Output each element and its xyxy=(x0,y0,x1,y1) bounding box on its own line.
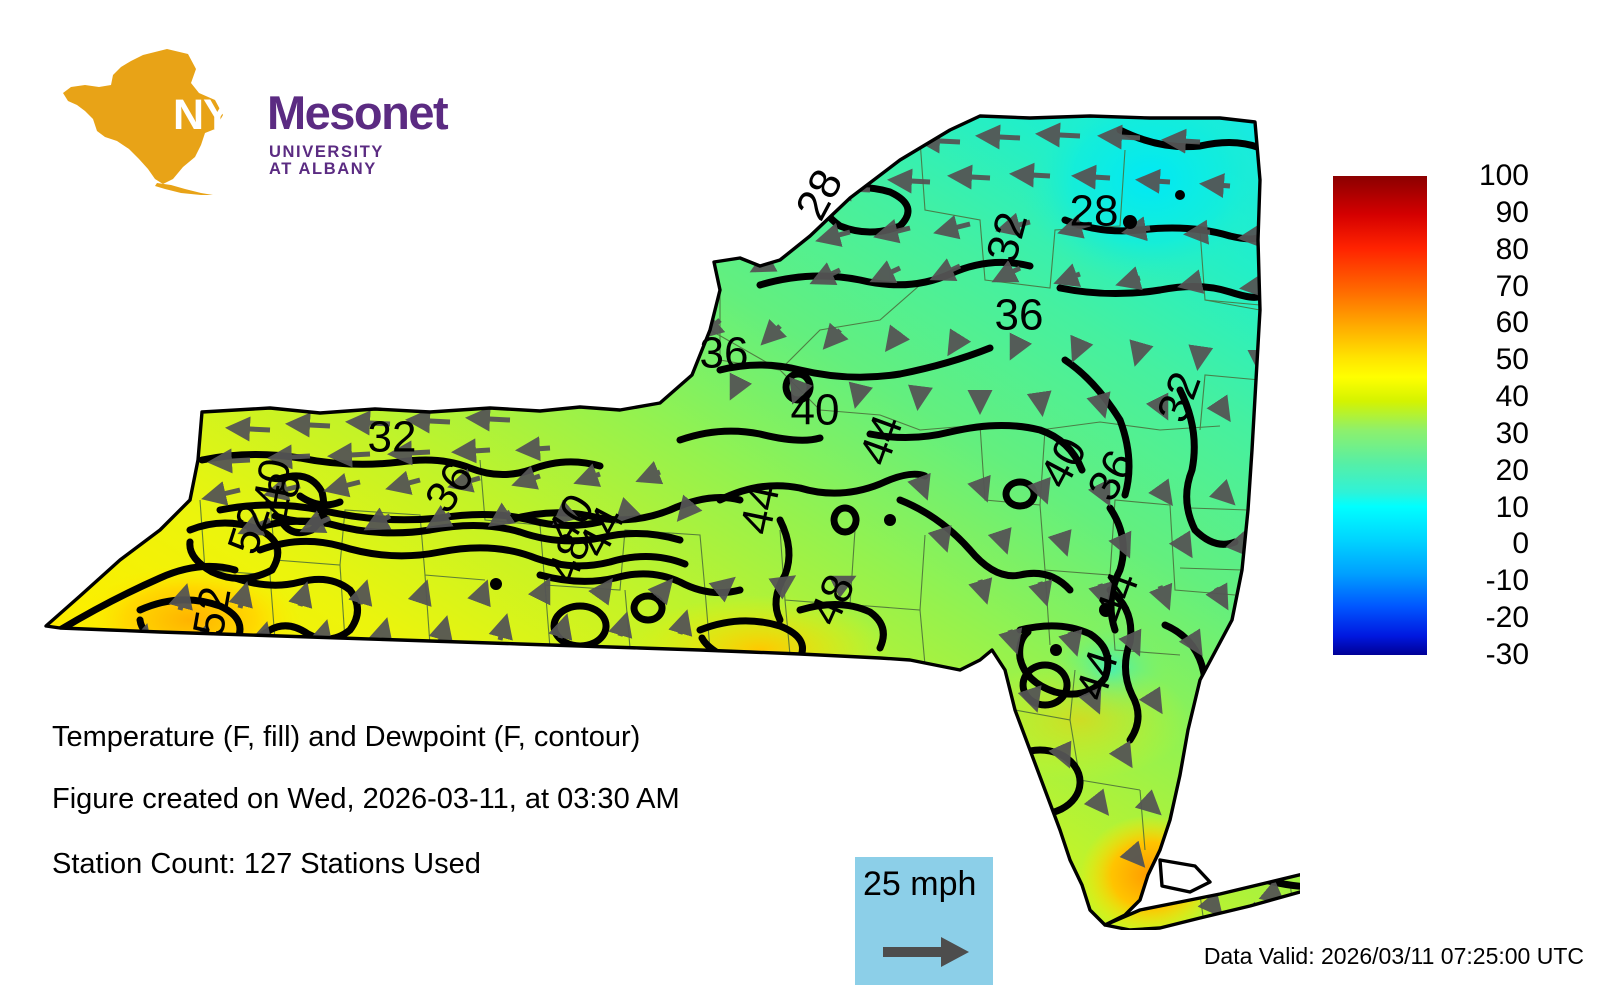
contour-label-28: 28 xyxy=(1070,187,1119,236)
wind-legend-label: 25 mph xyxy=(863,865,977,903)
temperature-colorbar: 100 90 80 70 60 50 40 30 20 10 0 -10 -20 -30 xyxy=(1333,161,1583,670)
data-valid-timestamp: Data Valid: 2026/03/11 07:25:00 UTC xyxy=(1203,943,1584,969)
wind-speed-legend: 25 mph xyxy=(855,857,993,985)
nys-mesonet-logo: NYS Mesonet UNIVERSITY AT ALBANY xyxy=(55,45,449,195)
contour-label-36: 36 xyxy=(700,329,749,378)
colorbar-gradient xyxy=(1333,176,1427,655)
colorbar-tick-100: 100 xyxy=(1478,159,1529,192)
colorbar-tick--10: -10 xyxy=(1485,564,1529,598)
station-count-caption: Station Count: 127 Stations Used xyxy=(52,848,481,880)
contour-label-36: 36 xyxy=(995,291,1044,340)
ny-state-logo-shape xyxy=(63,49,223,195)
contour-label-40: 40 xyxy=(244,455,301,512)
colorbar-tick-40: 40 xyxy=(1495,380,1529,414)
colorbar-tick-20: 20 xyxy=(1495,453,1529,487)
weather-map[interactable]: 28 28 32 32 32 36 36 36 36 40 40 40 40 44 44 44 44 44 48 48… xyxy=(20,30,1300,930)
figure-created-caption: Figure created on Wed, 2026-03-11, at 03… xyxy=(52,783,680,815)
station-markers xyxy=(490,190,1185,656)
contour-label-48: 48 xyxy=(254,469,311,526)
colorbar-tick--20: -20 xyxy=(1485,601,1529,635)
colorbar-tick-30: 30 xyxy=(1495,416,1529,450)
contour-label-40: 40 xyxy=(791,386,840,435)
map-title-caption: Temperature (F, fill) and Dewpoint (F, c… xyxy=(52,721,641,753)
logo-university-text: UNIVERSITY AT ALBANY xyxy=(269,143,384,178)
colorbar-tick-90: 90 xyxy=(1495,195,1529,229)
colorbar-tick-60: 60 xyxy=(1495,306,1529,340)
wind-arrow-icon xyxy=(883,937,969,967)
state-outline xyxy=(44,114,1300,930)
colorbar-tick-50: 50 xyxy=(1495,343,1529,377)
contour-label-32: 32 xyxy=(368,413,417,462)
colorbar-tick-10: 10 xyxy=(1495,490,1529,524)
contour-label-52: 52 xyxy=(184,583,241,640)
colorbar-tick-70: 70 xyxy=(1495,269,1529,303)
logo-nys-text: NYS xyxy=(173,91,259,139)
logo-mesonet-text: Mesonet xyxy=(267,86,449,139)
colorbar-tick-0: 0 xyxy=(1512,527,1529,561)
contour-label-44: 44 xyxy=(731,480,789,538)
colorbar-tick-80: 80 xyxy=(1495,232,1529,266)
colorbar-tick--30: -30 xyxy=(1485,638,1529,671)
wind-vector-layer xyxy=(128,122,1300,928)
